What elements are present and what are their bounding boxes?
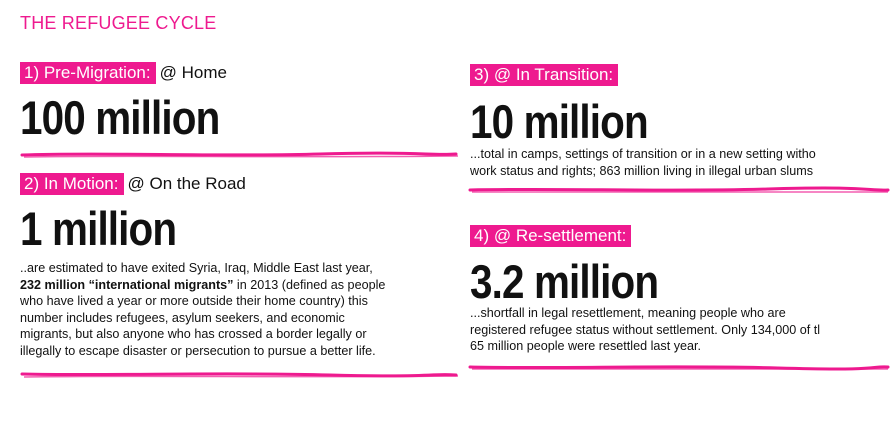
section-in-transition-header: 3) @ In Transition:: [470, 64, 619, 86]
text-line: ..are estimated to have exited Syria, Ir…: [20, 261, 373, 275]
page-title: THE REFUGEE CYCLE: [20, 13, 217, 33]
in-motion-figure: 1 million: [20, 202, 177, 255]
text-line: ...total in camps, settings of transitio…: [470, 147, 816, 161]
resettlement-figure: 3.2 million: [470, 255, 659, 308]
text-line: ...shortfall in legal resettlement, mean…: [470, 306, 786, 320]
in-transition-figure: 10 million: [470, 95, 649, 148]
section-suffix: @ Home: [159, 63, 227, 82]
in-transition-description: ...total in camps, settings of transitio…: [470, 146, 842, 179]
text-line: illegally to escape disaster or persecut…: [20, 343, 376, 358]
bold-phrase: 232 million “international migrants”: [20, 277, 234, 292]
pink-brush-underline: [20, 372, 459, 378]
text-line: 65 million people were resettled last ye…: [470, 339, 702, 353]
section-suffix: @ On the Road: [127, 174, 246, 193]
text-line: number includes refugees, asylum seekers…: [20, 310, 345, 325]
section-label: 2) In Motion:: [20, 173, 124, 195]
section-label: 4) @ Re-settlement:: [470, 225, 632, 247]
pink-brush-underline: [20, 151, 459, 158]
section-label: 3) @ In Transition:: [470, 64, 619, 86]
text-line: work status and rights; 863 million livi…: [470, 163, 813, 178]
text-line: migrants, but also anyone who has crosse…: [20, 327, 367, 341]
pink-brush-underline: [468, 365, 890, 371]
text-line: registered refugee status without settle…: [470, 322, 821, 337]
in-motion-description: ..are estimated to have exited Syria, Ir…: [20, 260, 440, 359]
text-line: who have lived a year or more outside th…: [20, 294, 368, 308]
resettlement-description: ...shortfall in legal resettlement, mean…: [470, 305, 842, 355]
section-in-motion-header: 2) In Motion: @ On the Road: [20, 173, 246, 195]
text-fragment: in 2013 (defined as people: [233, 277, 386, 292]
section-pre-migration-header: 1) Pre-Migration: @ Home: [20, 62, 227, 84]
pink-brush-underline: [468, 186, 890, 194]
section-resettlement-header: 4) @ Re-settlement:: [470, 225, 632, 247]
text-line: 232 million “international migrants” in …: [20, 277, 440, 294]
section-label: 1) Pre-Migration:: [20, 62, 156, 84]
pre-migration-figure: 100 million: [20, 91, 220, 144]
